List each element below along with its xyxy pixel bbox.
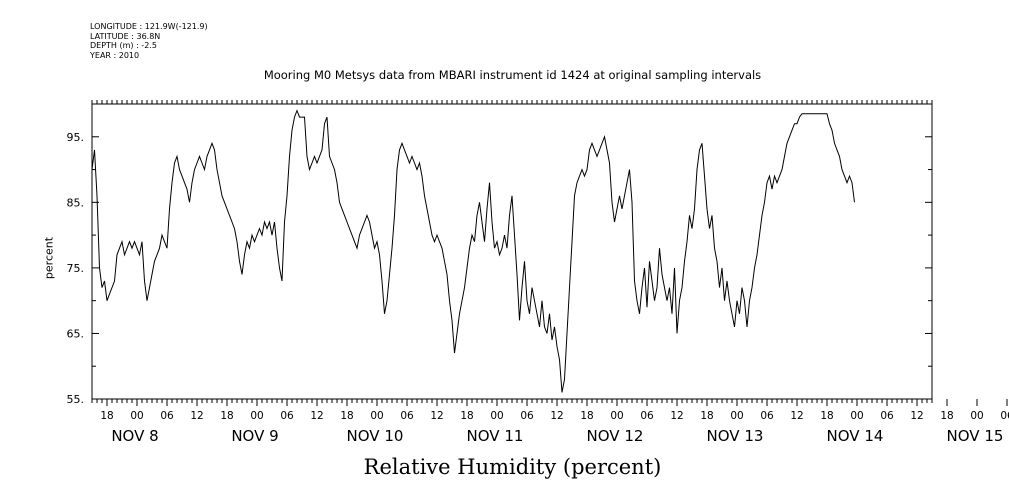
hour-tick-label: 00 xyxy=(610,410,623,422)
day-tick-label: NOV 12 xyxy=(587,427,644,445)
day-tick-label: NOV 10 xyxy=(347,427,404,445)
day-tick-label: NOV 8 xyxy=(111,427,158,445)
year-text: YEAR : 2010 xyxy=(90,50,140,60)
depth-text: DEPTH (m) : -2.5 xyxy=(90,41,157,50)
plot-frame xyxy=(91,103,933,400)
hour-tick-label: 00 xyxy=(370,410,383,422)
hour-tick-label: 12 xyxy=(190,410,203,422)
hour-tick-label: 12 xyxy=(310,410,323,422)
x-axis-ticks: 18 00 06 12 18 00 06 12 18 00 06 12 18 00 06 12 18 00 06 12… xyxy=(100,399,1009,445)
hour-tick-label: 18 xyxy=(820,410,833,422)
hour-tick-label: 18 xyxy=(220,410,233,422)
y-tick-label: 65. xyxy=(67,327,85,340)
hour-tick-label: 18 xyxy=(460,410,473,422)
hour-tick-label: 00 xyxy=(970,410,983,422)
hour-tick-label: 00 xyxy=(250,410,263,422)
hour-tick-label: 06 xyxy=(280,410,294,422)
minor-ticks xyxy=(91,100,933,403)
hour-tick-label: 18 xyxy=(940,410,953,422)
longitude-text: LONGITUDE : 121.9W(-121.9) xyxy=(90,22,208,31)
metadata-block: LONGITUDE : 121.9W(-121.9) LATITUDE : 36… xyxy=(90,22,208,60)
chart-title: Mooring M0 Metsys data from MBARI instru… xyxy=(263,68,762,82)
hour-tick-label: 00 xyxy=(850,410,863,422)
hour-tick-label: 18 xyxy=(700,410,713,422)
day-tick-label: NOV 9 xyxy=(231,427,278,445)
hour-tick-label: 12 xyxy=(430,410,443,422)
hour-tick-label: 18 xyxy=(340,410,353,422)
day-tick-label: NOV 14 xyxy=(827,427,884,445)
hour-tick-label: 12 xyxy=(910,410,923,422)
hour-tick-label: 12 xyxy=(550,410,563,422)
hour-tick-label: 06 xyxy=(1000,410,1009,422)
series-line xyxy=(91,109,855,393)
hour-tick-label: 18 xyxy=(580,410,593,422)
hour-tick-label: 12 xyxy=(790,410,803,422)
hour-tick-label: 12 xyxy=(670,410,683,422)
y-tick-label: 85. xyxy=(67,196,85,209)
hour-tick-label: 00 xyxy=(730,410,743,422)
hour-tick-label: 18 xyxy=(100,410,113,422)
y-tick-label: 95. xyxy=(67,131,85,144)
day-tick-label: NOV 11 xyxy=(467,427,524,445)
y-axis-ticks: 55. 65. 75. 85. 95. xyxy=(67,103,932,406)
hour-tick-label: 06 xyxy=(520,410,534,422)
day-tick-label: NOV 13 xyxy=(707,427,764,445)
hour-tick-label: 06 xyxy=(640,410,654,422)
day-tick-label: NOV 15 xyxy=(947,427,1004,445)
latitude-text: LATITUDE : 36.8N xyxy=(90,31,161,41)
hour-tick-label: 06 xyxy=(760,410,774,422)
hour-tick-label: 06 xyxy=(160,410,174,422)
hour-tick-label: 00 xyxy=(130,410,143,422)
y-tick-label: 75. xyxy=(67,262,85,275)
hour-tick-label: 00 xyxy=(490,410,503,422)
y-tick-label: 55. xyxy=(67,393,85,406)
hour-tick-label: 06 xyxy=(880,410,894,422)
hour-tick-label: 06 xyxy=(400,410,414,422)
x-axis-label: Relative Humidity (percent) xyxy=(363,455,662,479)
